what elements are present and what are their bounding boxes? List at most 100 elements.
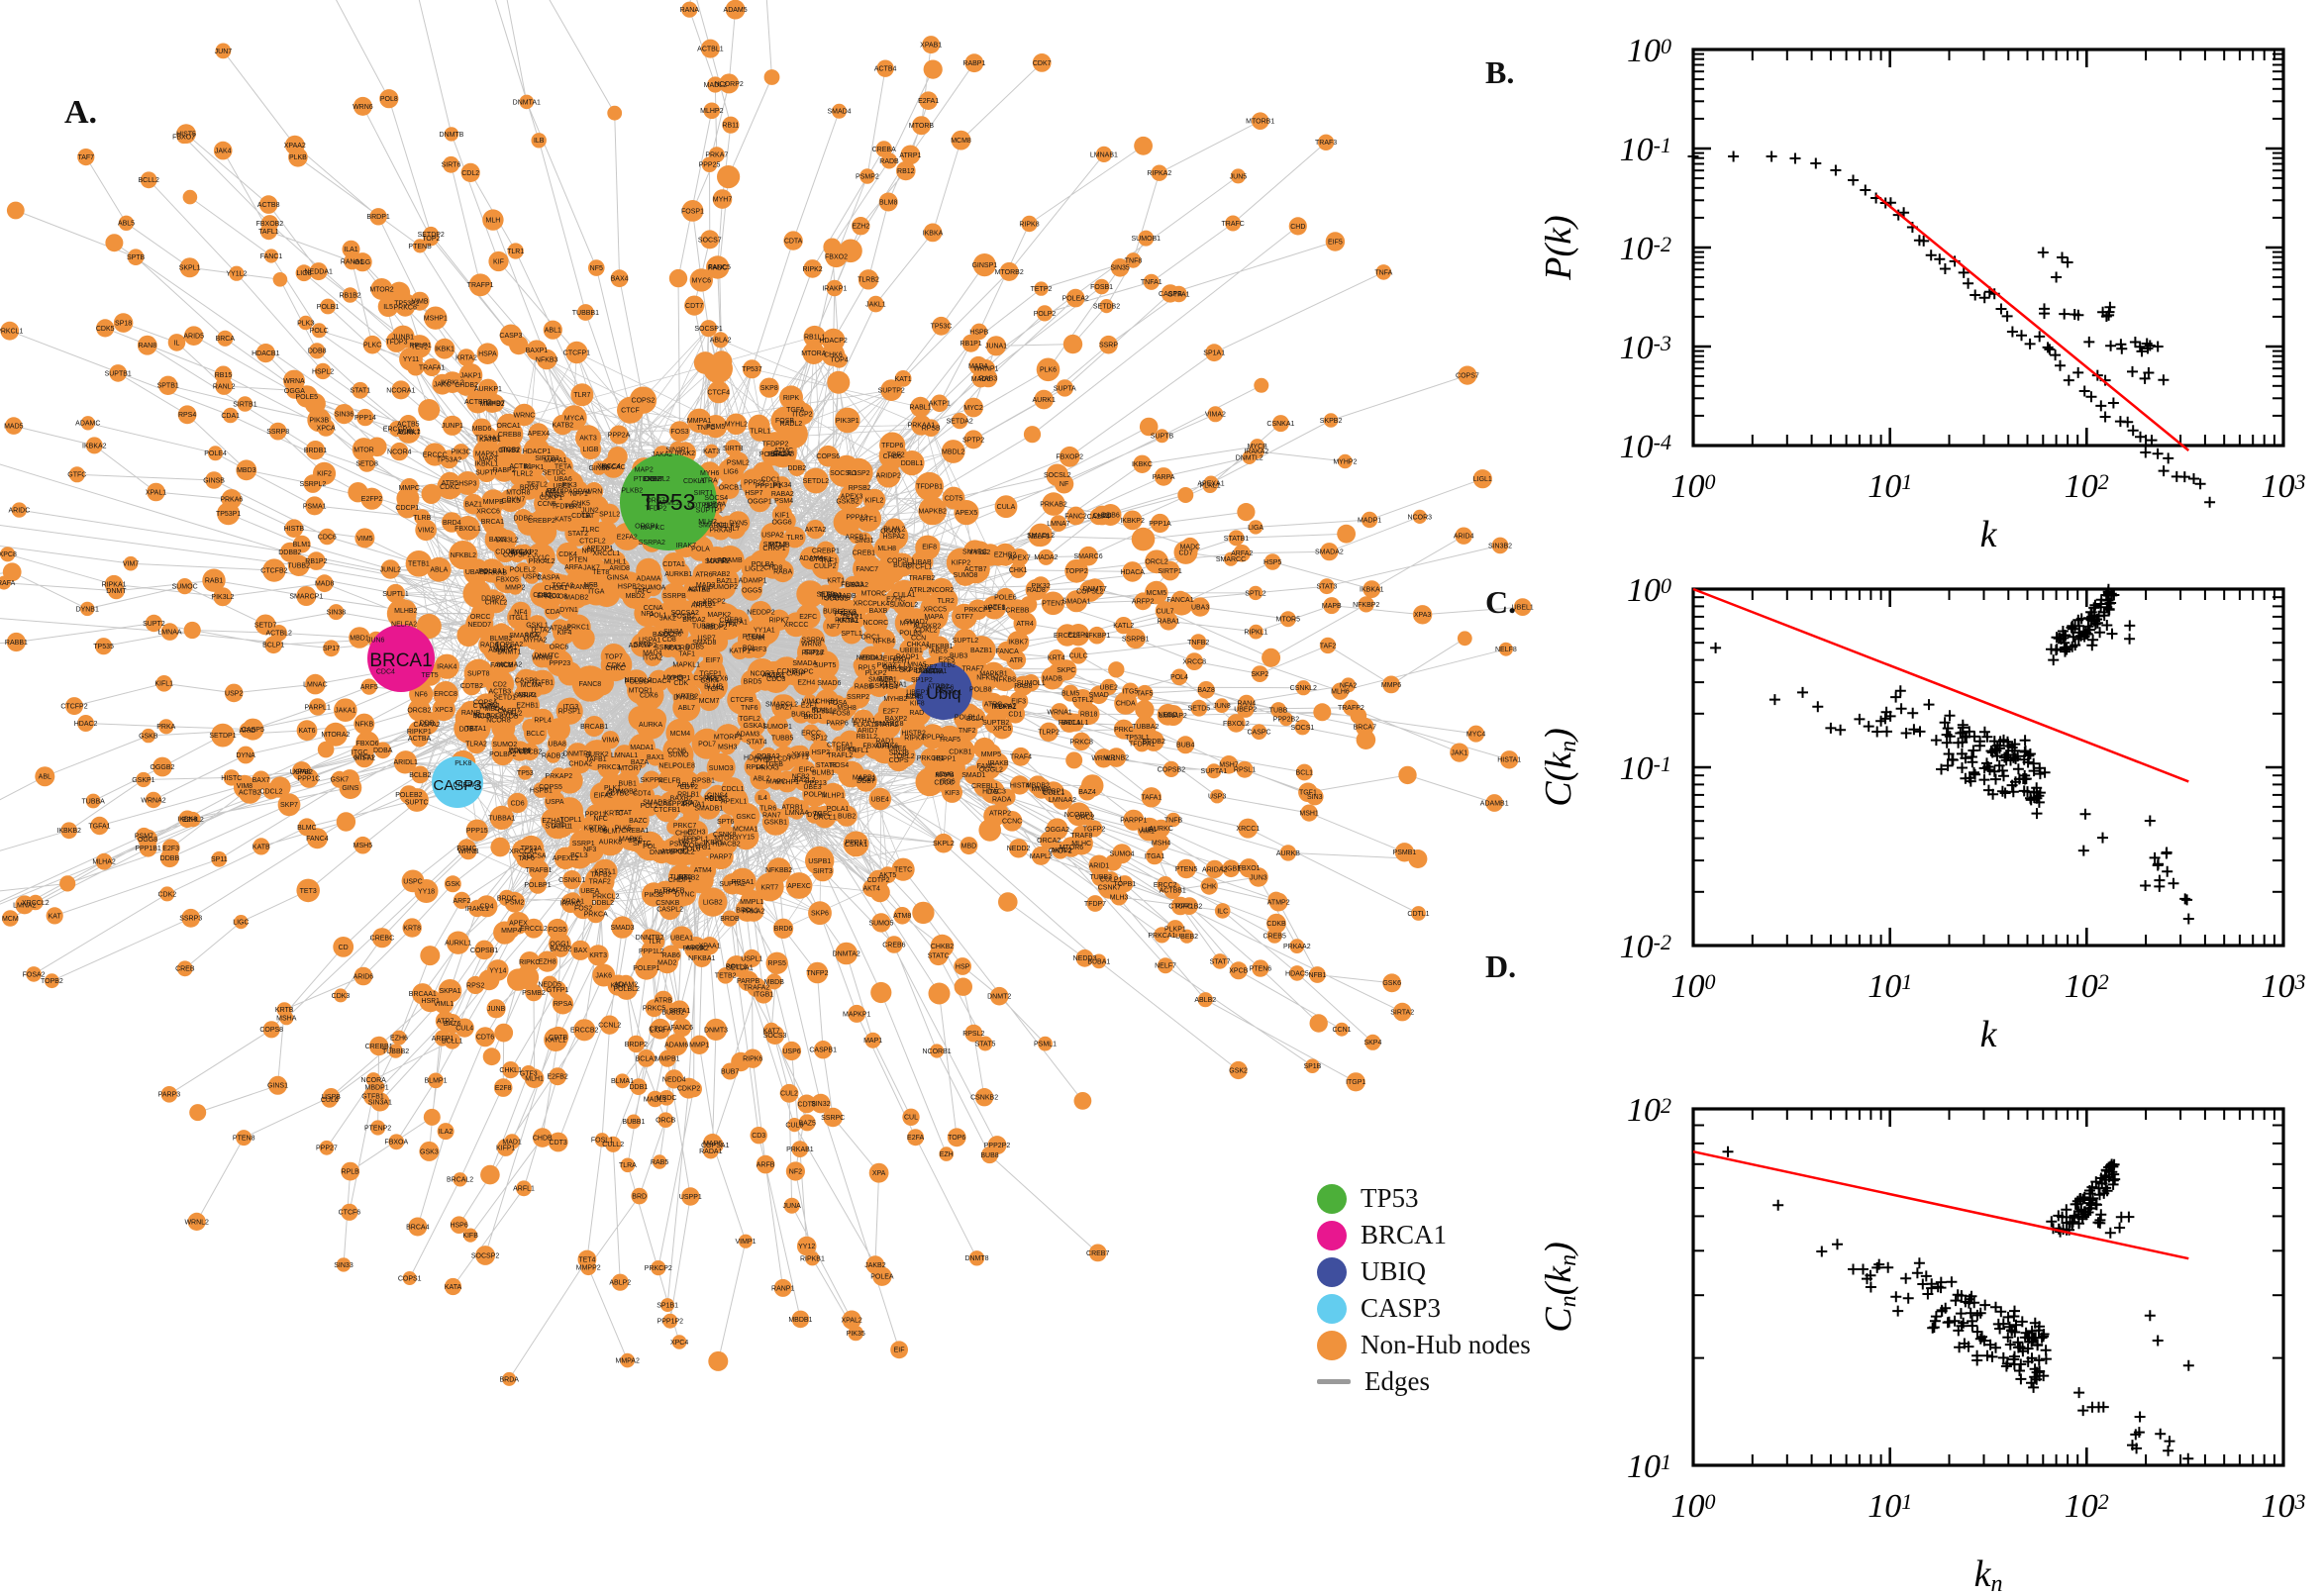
svg-text:XRCCL2: XRCCL2	[22, 900, 50, 907]
svg-text:ITGA1: ITGA1	[1145, 853, 1164, 860]
svg-text:JUNP1: JUNP1	[442, 423, 463, 430]
svg-text:PARP6: PARP6	[826, 721, 849, 728]
svg-text:BRD1: BRD1	[804, 714, 823, 721]
svg-text:TLR2: TLR2	[938, 598, 955, 605]
svg-text:SETDB2: SETDB2	[1093, 304, 1120, 311]
svg-text:CDCA: CDCA	[571, 513, 591, 520]
svg-text:CREB6: CREB6	[882, 942, 905, 948]
svg-text:USPA2: USPA2	[761, 532, 784, 539]
svg-text:PPP14: PPP14	[354, 415, 376, 422]
svg-text:PPP2B2: PPP2B2	[1273, 717, 1300, 724]
svg-text:ORCC: ORCC	[470, 614, 491, 621]
svg-text:RPLA: RPLA	[746, 764, 764, 771]
svg-text:CCNL2: CCNL2	[598, 1023, 621, 1030]
svg-text:GINS1: GINS1	[267, 1083, 288, 1090]
svg-text:CASP: CASP	[786, 670, 805, 677]
svg-text:EZH: EZH	[940, 1151, 954, 1158]
svg-text:SMADA2: SMADA2	[1315, 549, 1344, 556]
svg-text:GINS8: GINS8	[588, 465, 609, 472]
svg-text:SUPTB1: SUPTB1	[105, 370, 132, 377]
svg-text:POL4: POL4	[1170, 674, 1188, 681]
svg-text:AURK6: AURK6	[875, 744, 898, 750]
svg-text:RIPK6: RIPK6	[743, 1056, 762, 1063]
svg-text:MBDL2: MBDL2	[942, 449, 964, 455]
svg-text:VIMP1: VIMP1	[735, 1239, 756, 1246]
svg-text:CHD6: CHD6	[883, 453, 902, 460]
svg-text:DNMTL2: DNMTL2	[1236, 454, 1263, 461]
svg-text:SIN35: SIN35	[1110, 265, 1130, 272]
svg-text:SOCSL2: SOCSL2	[1044, 472, 1071, 479]
svg-text:USPA: USPA	[546, 799, 564, 806]
svg-text:XPAL1: XPAL1	[146, 489, 166, 496]
svg-text:XPCA1: XPCA1	[561, 898, 584, 905]
svg-text:HDAC3: HDAC3	[982, 789, 1006, 796]
svg-text:HSP6: HSP6	[450, 1223, 467, 1230]
svg-text:KAT5: KAT5	[555, 517, 571, 524]
svg-text:RPS2: RPS2	[466, 982, 484, 989]
svg-text:MMP2: MMP2	[505, 585, 525, 592]
svg-text:MBD: MBD	[961, 844, 977, 850]
svg-text:RADB: RADB	[879, 158, 899, 165]
svg-text:SUMO4: SUMO4	[1110, 851, 1135, 858]
svg-text:KIFB: KIFB	[462, 1233, 478, 1240]
svg-text:FANC7: FANC7	[856, 566, 878, 573]
svg-text:IL5: IL5	[383, 304, 393, 311]
svg-text:AURKA: AURKA	[639, 722, 662, 729]
svg-text:BRDP2: BRDP2	[625, 1042, 648, 1048]
svg-text:PRKAB: PRKAB	[483, 569, 507, 576]
svg-text:BAXB: BAXB	[869, 608, 888, 615]
svg-text:ATRA2: ATRA2	[550, 626, 571, 633]
svg-text:MCMA2: MCMA2	[497, 662, 522, 669]
svg-text:GINS: GINS	[342, 785, 358, 792]
svg-text:BUBP1: BUBP1	[1042, 789, 1064, 796]
svg-text:PRKA6: PRKA6	[220, 497, 243, 504]
svg-text:MLH8: MLH8	[877, 546, 896, 552]
svg-text:CD3: CD3	[752, 1133, 765, 1140]
svg-text:RIPKP1: RIPKP1	[407, 729, 432, 736]
svg-text:DDBL1: DDBL1	[901, 460, 924, 467]
svg-text:CDA1: CDA1	[221, 413, 240, 420]
svg-text:TP53P2: TP53P2	[394, 300, 419, 307]
svg-text:JUNB: JUNB	[487, 1006, 506, 1013]
svg-text:ITGA2: ITGA2	[643, 654, 662, 661]
svg-text:PTEN8: PTEN8	[233, 1136, 255, 1143]
svg-text:MMP1: MMP1	[689, 1043, 709, 1049]
svg-text:POLEA2: POLEA2	[1062, 296, 1089, 303]
svg-text:CASP3: CASP3	[433, 777, 481, 794]
svg-text:PLK6: PLK6	[1040, 367, 1057, 374]
svg-text:VIM2: VIM2	[418, 528, 434, 535]
svg-text:FBXO5: FBXO5	[496, 577, 519, 584]
svg-text:MCM7: MCM7	[699, 698, 720, 705]
svg-text:SMADB2: SMADB2	[643, 800, 671, 807]
svg-text:PIK3L2: PIK3L2	[211, 594, 234, 601]
svg-text:PTEN5: PTEN5	[1175, 866, 1198, 873]
svg-text:SP1A1: SP1A1	[1203, 350, 1225, 357]
svg-text:MBD1: MBD1	[350, 635, 369, 642]
svg-text:PRKC7: PRKC7	[673, 823, 696, 830]
svg-text:NFB1: NFB1	[1308, 972, 1326, 979]
svg-text:AURK1: AURK1	[1033, 397, 1056, 404]
svg-text:GTFL2: GTFL2	[1072, 697, 1094, 704]
svg-text:LIG6: LIG6	[723, 468, 738, 475]
svg-text:MADB: MADB	[1043, 675, 1063, 682]
svg-text:TNF6: TNF6	[741, 705, 758, 712]
svg-text:MTORB1: MTORB1	[1246, 119, 1274, 126]
svg-text:CDKP2: CDKP2	[677, 1086, 700, 1093]
svg-text:HISTB2: HISTB2	[901, 730, 926, 737]
svg-text:PTENP2: PTENP2	[364, 1125, 391, 1132]
svg-text:XPA3: XPA3	[1414, 612, 1431, 619]
svg-text:EIF8: EIF8	[922, 544, 937, 550]
svg-text:ADAM2: ADAM2	[614, 981, 638, 988]
svg-text:SUPTA: SUPTA	[1054, 385, 1076, 392]
svg-text:RABP1: RABP1	[962, 60, 985, 67]
svg-text:ORC1: ORC1	[860, 634, 880, 641]
svg-text:WRNC: WRNC	[514, 412, 536, 419]
svg-text:XRCC6: XRCC6	[476, 509, 500, 516]
svg-text:ATR6: ATR6	[695, 571, 712, 578]
svg-text:RPSB2: RPSB2	[849, 485, 871, 492]
svg-text:WRNL1: WRNL1	[1091, 755, 1116, 762]
svg-text:NELF3: NELF3	[1028, 534, 1050, 541]
svg-text:PPP11: PPP11	[585, 812, 606, 819]
svg-text:SP18: SP18	[115, 321, 132, 328]
svg-text:BUB8: BUB8	[980, 1152, 998, 1159]
